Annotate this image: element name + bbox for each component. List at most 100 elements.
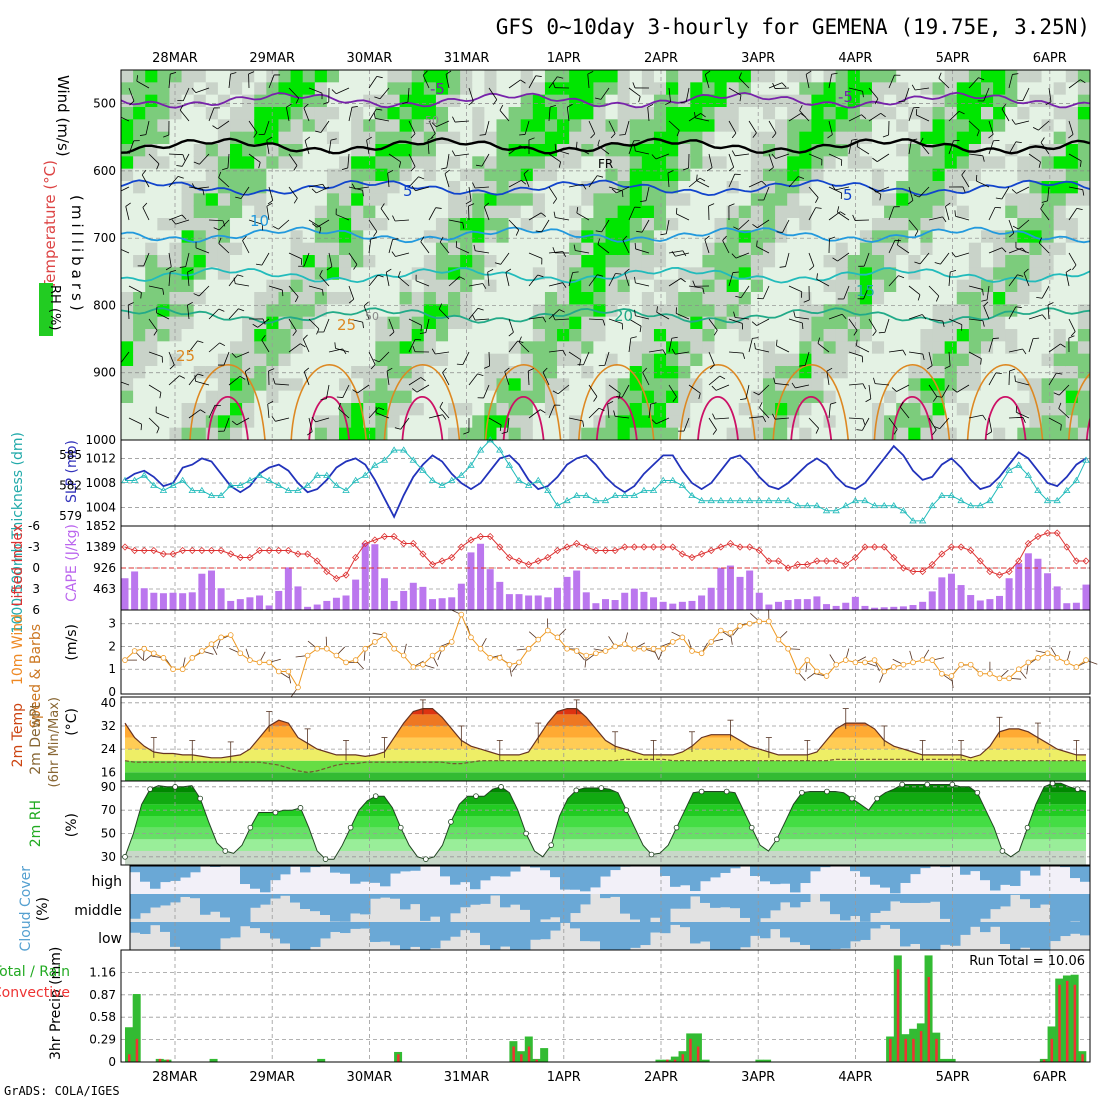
precip-convective-bar: [535, 1059, 538, 1062]
wind-barb: [888, 417, 898, 430]
contour-label-minus5-left: -5: [430, 80, 445, 98]
cloud-bar: [1000, 894, 1011, 907]
rh-cell: [678, 144, 691, 157]
cloud-bar: [870, 894, 881, 913]
precip-convective-bar: [1058, 984, 1061, 1062]
rh-cell: [702, 94, 716, 108]
thickness-point: [130, 476, 139, 483]
wind-barb-flag: [582, 184, 587, 190]
rh-cell: [435, 193, 449, 207]
rh-tick-label: 30: [101, 850, 116, 864]
rh-cell: [593, 255, 607, 268]
cape-bar: [678, 601, 686, 610]
rh-cell: [399, 341, 413, 355]
wind-barb: [448, 219, 463, 224]
wind-barb-flag: [827, 134, 833, 139]
lifted-index-point: [649, 543, 658, 551]
rh-point: [172, 784, 178, 790]
rh-cell: [375, 205, 389, 219]
rh-cell: [387, 292, 401, 305]
rh-cell: [678, 193, 691, 207]
wind-barb: [528, 274, 539, 287]
wind-barb-flag: [704, 235, 710, 240]
rh-cell: [448, 205, 461, 219]
rh-cell: [508, 255, 522, 268]
rh-cell: [326, 70, 340, 83]
rh-cell: [569, 316, 582, 330]
rh-cell: [278, 131, 292, 145]
wind-speed-point: [919, 657, 926, 663]
rh-cell: [605, 415, 619, 429]
thickness-point: [303, 481, 312, 488]
rh-cell: [1029, 304, 1043, 318]
rh-cell: [520, 267, 534, 281]
rh-cell: [702, 168, 716, 182]
rh-cell: [593, 341, 607, 355]
wind-barb-flag: [962, 186, 966, 193]
rh-cell: [387, 329, 401, 342]
cloud-bar: [140, 866, 151, 882]
rh-cell: [544, 316, 558, 330]
rh-cell: [532, 242, 546, 256]
rh-cell: [484, 230, 498, 244]
rh-cell: [617, 131, 631, 145]
rh-cell: [1005, 168, 1018, 182]
wind-barb-flag: [191, 183, 196, 189]
rh-cell: [1029, 316, 1043, 330]
rh-cell: [351, 193, 364, 207]
rh-cell: [1065, 353, 1079, 367]
rh-cell: [508, 390, 522, 404]
rh-cell: [508, 427, 522, 440]
rh-cell: [1005, 156, 1018, 170]
cloud-bar: [750, 866, 761, 877]
rh-cell: [811, 279, 825, 293]
rh-cell: [351, 205, 364, 219]
wind-barb: [988, 207, 996, 221]
cloud-bar: [260, 866, 271, 893]
rh-cell: [908, 304, 922, 318]
rh-cell: [254, 70, 267, 83]
rh-cell: [217, 341, 231, 355]
wind-barb-flag: [330, 138, 337, 141]
cloud-bar: [1060, 922, 1071, 937]
lifted-index-point: [131, 546, 139, 555]
rh-cell: [1029, 353, 1043, 367]
cloud-bar: [680, 922, 691, 928]
rh2m-unit-label: (%): [64, 813, 80, 837]
wind-barb-flag: [394, 427, 401, 430]
rh-cell: [593, 230, 607, 244]
rh-cell: [181, 168, 195, 182]
rh-cell: [581, 168, 594, 182]
rh-cell: [181, 427, 195, 440]
cloud-bar: [950, 922, 961, 946]
wind-barb: [600, 87, 610, 100]
wind-barb-flag: [761, 180, 767, 186]
cloud-bar: [340, 894, 351, 922]
wind-barb: [948, 318, 962, 325]
rh-cell: [1053, 378, 1067, 392]
thickness-point: [918, 517, 927, 524]
cape-bar: [400, 590, 408, 610]
rh-cell: [799, 366, 813, 379]
rh-cell: [980, 144, 994, 157]
wind-barb-flag: [352, 389, 358, 394]
rh-cell: [121, 329, 134, 342]
rh-cell: [423, 242, 437, 256]
wind-barb: [141, 174, 150, 188]
thickness-point: [265, 476, 273, 483]
wind-barb: [575, 250, 590, 254]
wind-barb-flag: [616, 396, 623, 398]
rh-cell: [884, 205, 897, 219]
rh-cell: [326, 279, 340, 293]
wind-barb: [988, 247, 1003, 254]
rh-cell: [302, 255, 316, 268]
rh-cell: [314, 329, 328, 342]
wind-barb: [940, 252, 950, 265]
rh-point: [1024, 824, 1031, 831]
wind-barb: [948, 272, 951, 287]
rh-cell: [944, 366, 958, 379]
thickness-point: [813, 501, 821, 509]
rh-cell: [678, 353, 691, 367]
wind-barb: [941, 384, 950, 398]
rh-cell: [980, 390, 994, 404]
